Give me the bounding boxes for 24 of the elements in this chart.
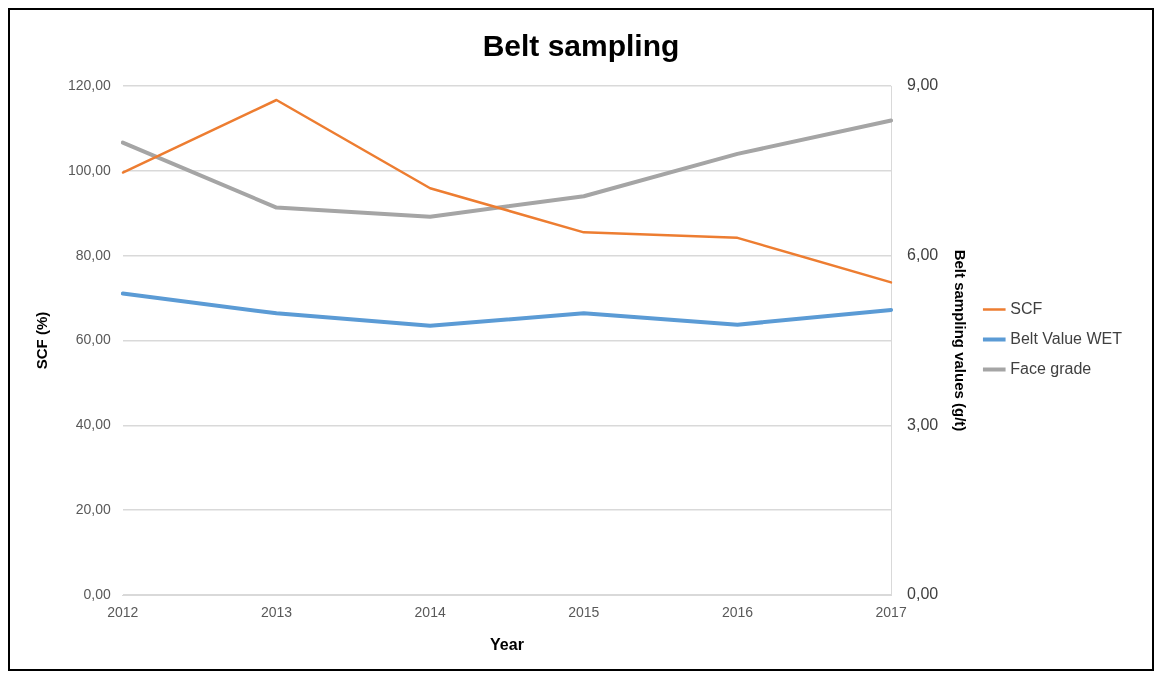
- y-tick-label: 0,00: [83, 585, 112, 602]
- y2-tick-label: 6,00: [907, 246, 939, 264]
- x-tick-label: 2017: [875, 604, 907, 621]
- x-tick-label: 2012: [107, 604, 139, 621]
- legend-label: SCF: [1010, 299, 1043, 317]
- chart-title: Belt sampling: [482, 29, 680, 63]
- y-tick-label: 20,00: [75, 501, 112, 518]
- y-tick-label: 100,00: [67, 161, 112, 178]
- y2-axis-title: Belt sampling values (g/t): [952, 249, 970, 432]
- x-tick-label: 2015: [568, 604, 600, 621]
- y2-tick-label: 0,00: [907, 585, 939, 603]
- legend-label: Belt Value WET: [1010, 329, 1123, 347]
- x-tick-label: 2016: [721, 604, 754, 621]
- y-tick-label: 60,00: [75, 331, 112, 348]
- x-tick-label: 2013: [260, 604, 293, 621]
- y-tick-label: 120,00: [67, 76, 112, 93]
- y-axis-title: SCF (%): [33, 311, 51, 370]
- x-axis-title: Year: [490, 635, 524, 653]
- x-tick-label: 2014: [414, 604, 446, 621]
- y-tick-label: 40,00: [75, 416, 112, 433]
- y2-tick-label: 3,00: [907, 415, 939, 433]
- y2-tick-label: 9,00: [907, 76, 939, 94]
- y-tick-label: 80,00: [75, 246, 112, 263]
- legend-label: Face grade: [1010, 359, 1092, 377]
